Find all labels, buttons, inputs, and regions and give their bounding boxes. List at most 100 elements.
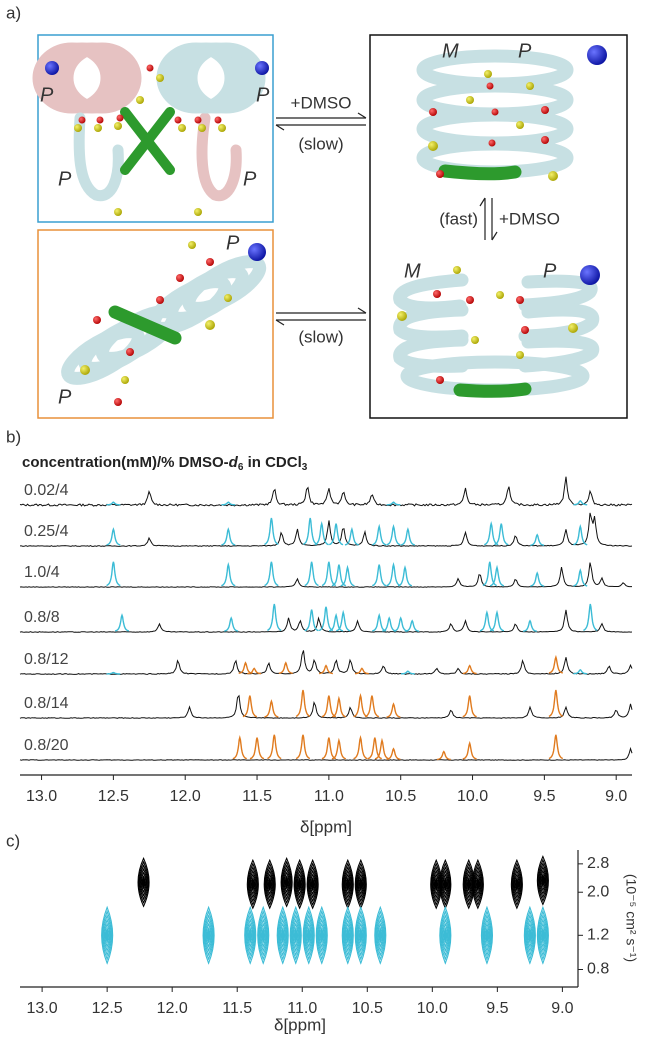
peak bbox=[267, 734, 282, 760]
helix-folded bbox=[416, 45, 607, 181]
contour-line bbox=[537, 858, 549, 903]
helicity-label: P bbox=[543, 260, 557, 282]
contour-line bbox=[344, 918, 352, 953]
contour-line bbox=[482, 914, 492, 957]
contour-line bbox=[295, 866, 305, 903]
peak bbox=[462, 664, 477, 675]
peak bbox=[386, 501, 401, 506]
contour-spot bbox=[471, 858, 484, 910]
contour-line bbox=[292, 918, 300, 953]
contour-line bbox=[540, 922, 546, 949]
peak bbox=[462, 695, 477, 718]
contour-line bbox=[465, 869, 473, 899]
peak bbox=[548, 654, 564, 674]
contour-line bbox=[527, 926, 532, 944]
peak bbox=[304, 561, 319, 587]
contour-line bbox=[345, 926, 350, 944]
contour-line bbox=[431, 866, 441, 903]
peak bbox=[372, 523, 387, 546]
contour-line bbox=[276, 905, 289, 965]
contour-line bbox=[306, 922, 312, 949]
contour-line bbox=[345, 876, 350, 892]
contour-line bbox=[434, 876, 439, 892]
contour-line bbox=[244, 909, 256, 961]
title-part: 6 bbox=[238, 462, 244, 473]
contour-line bbox=[292, 922, 299, 949]
contour-spot bbox=[244, 905, 257, 965]
contour-line bbox=[319, 926, 324, 944]
peak bbox=[331, 695, 347, 718]
trace-label: 0.8/8 bbox=[24, 609, 60, 626]
peak bbox=[489, 609, 505, 632]
panel-label: c) bbox=[6, 831, 20, 850]
contour-spot bbox=[276, 905, 289, 965]
peak bbox=[530, 533, 545, 546]
peak bbox=[114, 613, 130, 632]
peak bbox=[295, 734, 311, 760]
contour-line bbox=[101, 909, 113, 961]
contour-line bbox=[540, 869, 546, 892]
contour-line bbox=[245, 914, 255, 957]
arrow-label: (slow) bbox=[298, 134, 343, 153]
panel-label: a) bbox=[6, 3, 21, 22]
peak bbox=[344, 526, 360, 546]
peak bbox=[583, 603, 598, 632]
contour-spot bbox=[439, 858, 452, 910]
contour-line bbox=[266, 869, 274, 899]
x-tick-label: 10.5 bbox=[352, 1000, 383, 1017]
contour-spot bbox=[354, 905, 367, 965]
peak bbox=[479, 609, 495, 632]
peak bbox=[106, 561, 121, 587]
contour-line bbox=[278, 914, 288, 957]
trace-label: 0.25/4 bbox=[24, 523, 69, 540]
box-black bbox=[369, 34, 628, 419]
contour-line bbox=[309, 869, 317, 899]
contour-spot bbox=[289, 905, 302, 965]
peak bbox=[224, 616, 239, 632]
contour-line bbox=[439, 905, 452, 965]
contour-spot bbox=[202, 905, 215, 965]
contour-line bbox=[378, 926, 383, 944]
peak bbox=[242, 695, 258, 718]
contour-spot bbox=[101, 905, 114, 965]
x-tick-label: 9.5 bbox=[533, 788, 555, 805]
contour-line bbox=[140, 871, 147, 894]
contour-line bbox=[514, 873, 520, 896]
peak bbox=[397, 564, 413, 587]
contour-line bbox=[281, 860, 292, 905]
peak bbox=[106, 501, 121, 506]
contour-line bbox=[441, 918, 449, 953]
peak bbox=[264, 517, 279, 546]
contour-line bbox=[279, 918, 287, 953]
contour-line bbox=[342, 862, 354, 906]
contour-line bbox=[537, 909, 549, 961]
x-tick-label: 9.0 bbox=[551, 1000, 573, 1017]
contour-spot bbox=[374, 905, 387, 965]
contour-line bbox=[279, 922, 286, 949]
contour-line bbox=[261, 926, 266, 944]
contour-line bbox=[247, 922, 253, 949]
contour-line bbox=[357, 869, 365, 899]
helicity-label: M bbox=[442, 40, 459, 62]
trace-label: 0.8/12 bbox=[24, 651, 69, 668]
contour-line bbox=[357, 918, 365, 953]
peak bbox=[353, 692, 368, 718]
contour-line bbox=[283, 867, 291, 897]
contour-line bbox=[250, 873, 256, 896]
contour-line bbox=[524, 909, 536, 961]
contour-line bbox=[294, 862, 305, 906]
contour-line bbox=[466, 876, 471, 892]
peak bbox=[318, 606, 334, 632]
peak bbox=[522, 619, 538, 632]
trace-label: 0.02/4 bbox=[24, 482, 69, 499]
contour-line bbox=[354, 905, 367, 965]
y-tick-label: 0.8 bbox=[587, 961, 609, 978]
contour-line bbox=[307, 862, 318, 906]
peak bbox=[318, 664, 334, 675]
contour-line bbox=[377, 922, 384, 949]
contour-spot bbox=[302, 905, 315, 965]
contour-line bbox=[440, 862, 451, 906]
contour-line bbox=[258, 909, 269, 961]
title-part: in CDCl bbox=[243, 454, 301, 471]
